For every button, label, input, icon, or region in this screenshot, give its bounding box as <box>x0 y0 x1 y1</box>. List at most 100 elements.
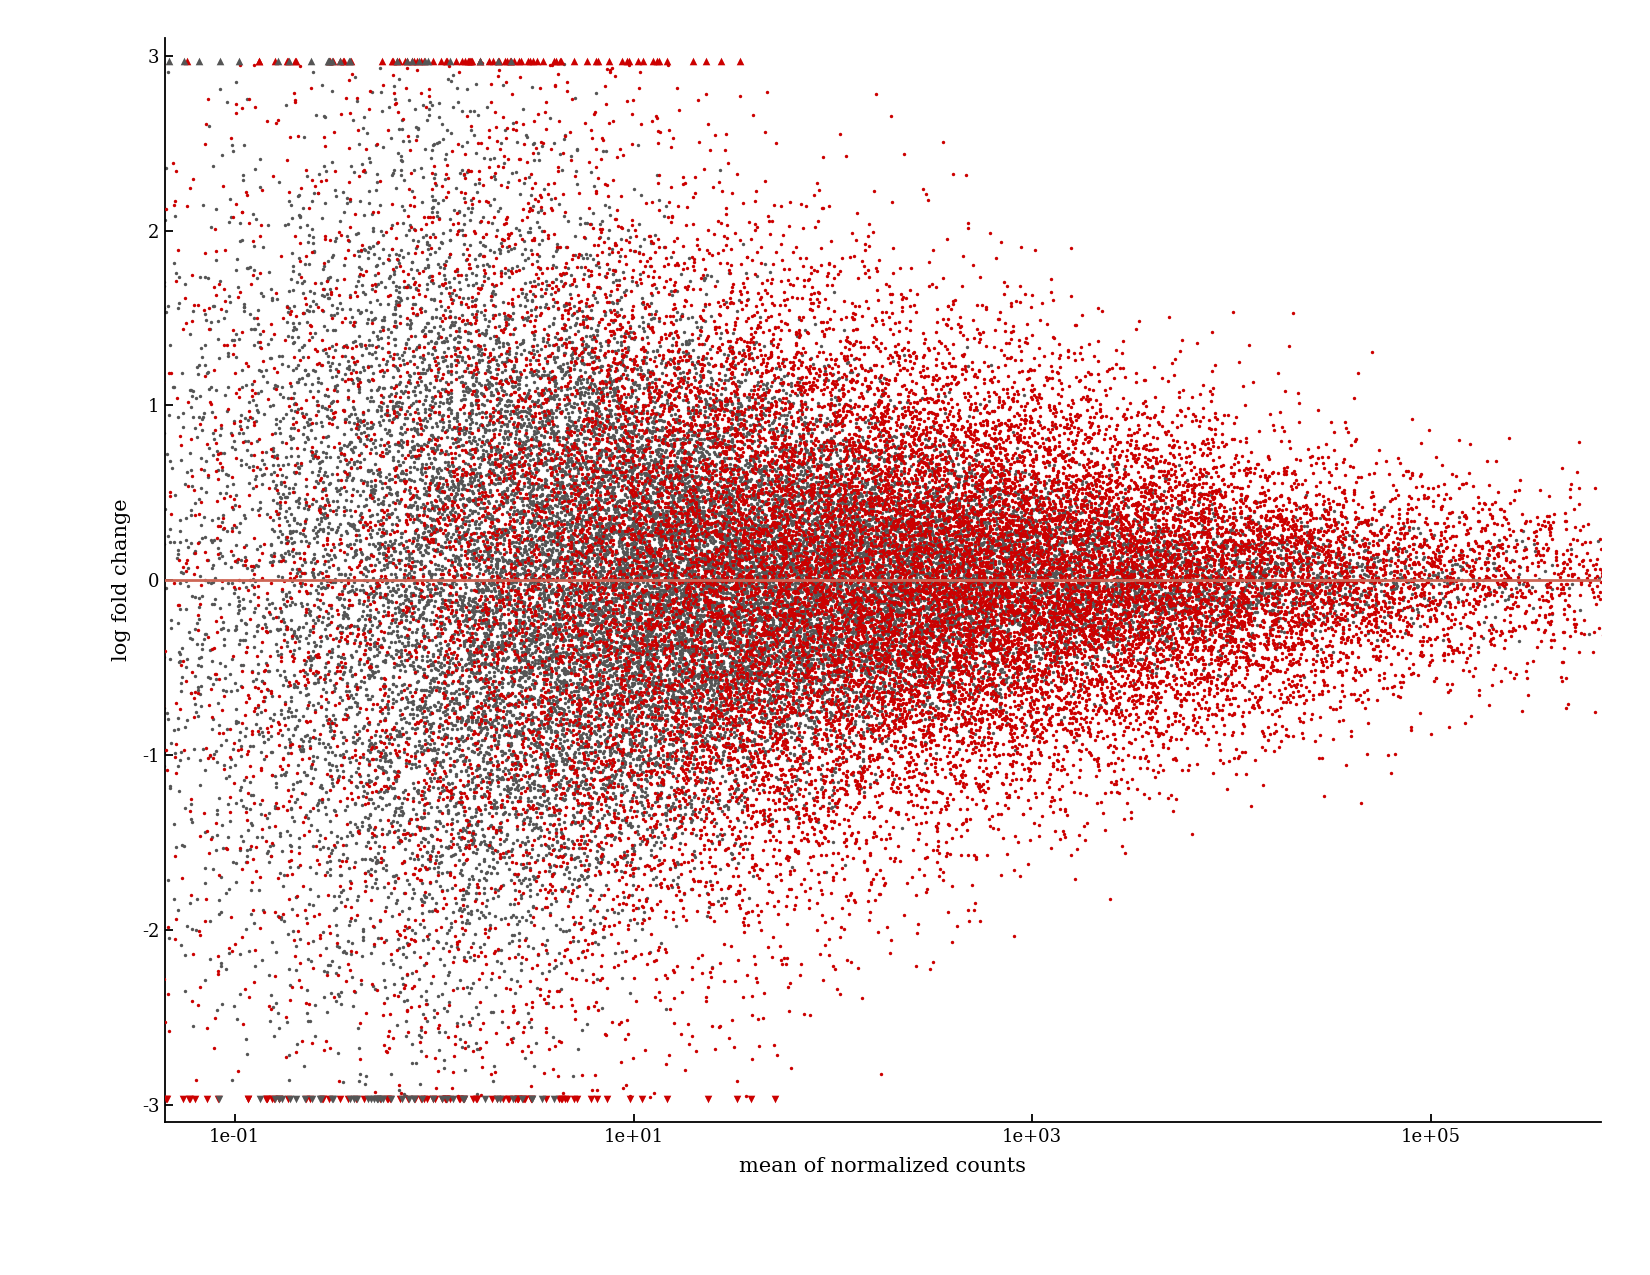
Point <box>408 423 434 444</box>
Point <box>779 636 805 657</box>
Point <box>478 682 505 703</box>
Point <box>1102 579 1129 599</box>
Point <box>300 558 327 579</box>
Point <box>584 572 610 593</box>
Point <box>858 486 884 506</box>
Point <box>1294 581 1320 602</box>
Point <box>965 455 992 476</box>
Point <box>858 532 884 552</box>
Point <box>678 646 705 667</box>
Point <box>927 379 954 399</box>
Point <box>601 829 627 849</box>
Point <box>860 687 886 708</box>
Point <box>888 529 914 550</box>
Point <box>624 493 650 514</box>
Point <box>563 760 589 780</box>
Point <box>893 872 919 892</box>
Point <box>680 468 706 488</box>
Point <box>1068 510 1094 530</box>
Point <box>1287 561 1313 581</box>
Point <box>1109 476 1135 496</box>
Point <box>860 659 886 680</box>
Point <box>1059 434 1086 454</box>
Point <box>848 354 874 375</box>
Point <box>1003 752 1030 773</box>
Point <box>678 812 705 833</box>
Point <box>1282 519 1308 539</box>
Point <box>361 979 388 1000</box>
Point <box>995 524 1021 544</box>
Point <box>1015 521 1041 542</box>
Point <box>660 808 686 829</box>
Point <box>876 426 903 446</box>
Point <box>992 630 1018 650</box>
Point <box>866 474 893 495</box>
Point <box>716 353 742 374</box>
Point <box>429 113 455 134</box>
Point <box>820 718 846 738</box>
Point <box>1031 523 1058 543</box>
Point <box>706 525 733 546</box>
Point <box>721 672 747 692</box>
Point <box>492 697 518 718</box>
Point <box>1002 453 1028 473</box>
Point <box>497 635 523 655</box>
Point <box>444 428 470 449</box>
Point <box>698 792 724 812</box>
Point <box>642 514 668 534</box>
Point <box>399 566 426 586</box>
Point <box>386 982 412 1002</box>
Point <box>899 626 926 646</box>
Point <box>917 724 944 745</box>
Point <box>866 648 893 668</box>
Point <box>553 329 579 349</box>
Point <box>695 692 721 713</box>
Point <box>487 635 513 655</box>
Point <box>556 422 582 442</box>
Point <box>1152 546 1178 566</box>
Point <box>391 604 417 625</box>
Point <box>1028 623 1054 644</box>
Point <box>746 630 772 650</box>
Point <box>639 704 665 724</box>
Point <box>346 766 373 787</box>
Point <box>226 411 252 431</box>
Point <box>1274 534 1300 555</box>
Point <box>606 550 632 570</box>
Point <box>676 381 703 402</box>
Point <box>1312 674 1338 695</box>
Point <box>1350 534 1376 555</box>
Point <box>728 544 754 565</box>
Point <box>1074 595 1101 616</box>
Point <box>927 502 954 523</box>
Point <box>556 422 582 442</box>
Point <box>627 514 653 534</box>
Point <box>794 450 820 470</box>
Point <box>1190 558 1216 579</box>
Point <box>376 820 403 840</box>
Point <box>747 588 774 608</box>
Point <box>820 430 846 450</box>
Point <box>975 450 1002 470</box>
Point <box>1016 514 1043 534</box>
Point <box>1134 659 1160 680</box>
Point <box>828 510 855 530</box>
Point <box>908 617 934 638</box>
Point <box>688 650 714 671</box>
Point <box>871 520 898 541</box>
Point <box>957 574 983 594</box>
Point <box>1000 604 1026 625</box>
Point <box>1162 671 1188 691</box>
Point <box>993 444 1020 464</box>
Point <box>528 453 554 473</box>
Point <box>690 570 716 590</box>
Point <box>842 593 868 613</box>
Point <box>754 598 780 618</box>
Point <box>148 799 175 820</box>
Point <box>1589 566 1615 586</box>
Point <box>510 99 536 120</box>
Point <box>807 578 833 598</box>
Point <box>771 444 797 464</box>
Point <box>739 486 766 506</box>
Point <box>855 580 881 601</box>
